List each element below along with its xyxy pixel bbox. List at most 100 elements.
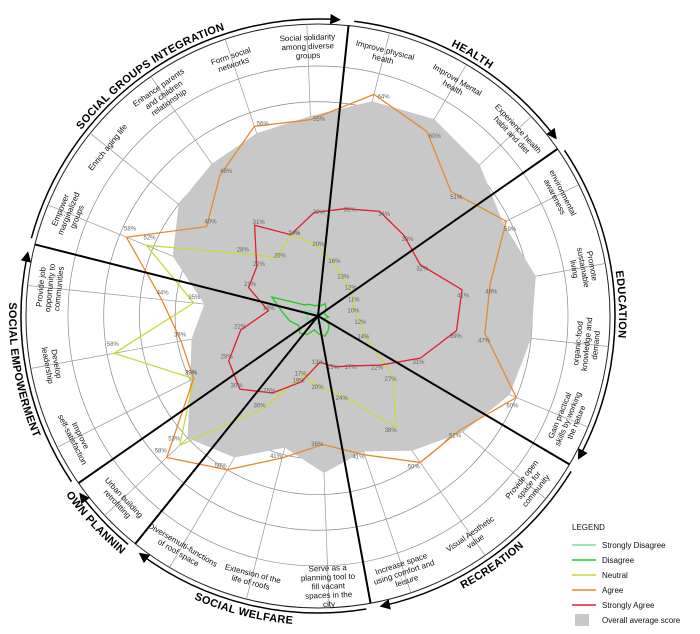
group-arc <box>354 20 557 140</box>
value-label: 50% <box>215 463 228 469</box>
legend-label: Strongly Disagree <box>602 541 666 550</box>
legend-label: Disagree <box>602 556 635 565</box>
value-label: 47% <box>478 338 491 344</box>
axis-label: organic-foodknowledge anddemand <box>571 316 603 372</box>
value-label: 31% <box>412 360 425 366</box>
value-label: 60% <box>429 134 442 140</box>
outer-ring <box>25 23 611 609</box>
value-label: 56% <box>257 121 270 127</box>
value-label: 60% <box>506 404 519 410</box>
axis-label: Increase spaceusing comfort andleisure <box>370 550 439 596</box>
value-label: 24% <box>336 396 349 402</box>
group-name-text: HEALTH <box>450 38 496 72</box>
value-label: 31% <box>253 220 266 226</box>
group-name-text: SOCIAL WELFARE <box>193 591 294 627</box>
value-label: 14% <box>357 335 370 341</box>
group-arc <box>79 492 129 545</box>
value-label: 14% <box>263 306 276 312</box>
value-label: 58% <box>124 226 137 232</box>
group-name: HEALTH <box>450 38 495 72</box>
value-label: 40% <box>205 219 218 225</box>
value-label: 30% <box>231 383 244 389</box>
value-label: 48% <box>220 169 233 175</box>
value-label: 64% <box>378 95 391 101</box>
value-label: 51% <box>450 195 463 201</box>
value-label: 50% <box>408 464 421 470</box>
axis-label: Provide openspace forcommunity <box>504 458 555 512</box>
group-name: EDUCATION <box>613 270 628 339</box>
value-label: 39% <box>185 371 198 377</box>
value-label: 51% <box>449 434 462 440</box>
series-line <box>228 208 463 394</box>
value-label: 59% <box>504 227 517 233</box>
value-label: 41% <box>352 454 365 460</box>
value-label: 20% <box>312 385 325 391</box>
axis-label: Experience healthhabit and diet <box>486 102 543 161</box>
value-label: 58% <box>107 342 120 348</box>
value-label: 12% <box>354 320 367 326</box>
value-label: 24% <box>288 231 301 237</box>
grid-circle <box>67 65 569 567</box>
group-separator <box>134 315 319 545</box>
legend-label: Agree <box>602 586 624 595</box>
axis-label: Serve as aplanning tool tofill vacantspa… <box>300 563 357 610</box>
axis-label: Improve physicalhealth <box>353 39 416 71</box>
group-arc <box>563 149 616 460</box>
value-label: 15% <box>327 365 340 371</box>
value-label: 41% <box>457 294 470 300</box>
value-label: 12% <box>345 286 358 292</box>
legend-label: Strongly Agree <box>602 601 655 610</box>
group-arc <box>30 13 341 239</box>
axis-label: Developleadership <box>40 345 64 385</box>
value-label: 27% <box>385 377 398 383</box>
value-label: 53% <box>168 437 181 443</box>
series-line <box>112 233 397 447</box>
group-separator <box>317 25 350 317</box>
axis-label: Social solidarityamong diversegroups <box>279 32 336 61</box>
value-label: 28% <box>237 248 250 254</box>
axis-label: environmentalawareness <box>539 168 578 221</box>
axis-label: Urban buildingretrofitting <box>96 476 144 526</box>
axis-label: Provide jobopportunity tocommunities <box>34 262 66 314</box>
value-label: 20% <box>312 242 325 248</box>
value-label: 52% <box>143 235 156 241</box>
legend-title: LEGEND <box>572 523 605 532</box>
value-label: 36% <box>311 442 324 448</box>
group-separator <box>317 315 372 604</box>
value-label: 44% <box>157 290 170 296</box>
value-label: 19% <box>293 379 306 385</box>
axis-label: Form socialnetworks <box>210 45 255 75</box>
series-line <box>303 309 325 325</box>
group-separator <box>77 315 319 484</box>
value-label: 16% <box>328 259 341 265</box>
group-arc <box>379 470 572 610</box>
legend-swatch <box>575 614 589 626</box>
group-name-text: EDUCATION <box>613 270 628 339</box>
value-label: 39% <box>174 333 187 339</box>
group-name: SOCIAL WELFARE <box>193 591 294 627</box>
axis-label: Improveself-satisfaction <box>56 409 97 466</box>
value-label: 30% <box>254 403 267 409</box>
value-label: 13% <box>337 275 350 281</box>
value-label: 49% <box>485 290 498 296</box>
value-label: 32% <box>416 267 429 273</box>
value-label: 21% <box>244 282 257 288</box>
value-label: 34% <box>378 212 391 218</box>
value-label: 41% <box>270 454 283 460</box>
group-arc <box>138 552 367 614</box>
axis-label: Extension of thelife of roofs <box>222 563 283 595</box>
value-label: 24% <box>288 231 301 237</box>
value-label: 39% <box>185 371 198 377</box>
value-label: 58% <box>155 448 168 454</box>
value-label: 28% <box>221 355 234 361</box>
axis-label: Improve Mentalhealth <box>427 62 484 106</box>
value-label: 22% <box>253 262 266 268</box>
value-label: 10% <box>347 309 360 315</box>
group-arc <box>20 251 73 483</box>
group-separator <box>34 243 319 317</box>
value-label: 39% <box>450 334 463 340</box>
value-label: 29% <box>313 210 326 216</box>
series-line <box>270 295 331 338</box>
value-label: 17% <box>295 372 308 378</box>
value-label: 11% <box>348 297 360 303</box>
